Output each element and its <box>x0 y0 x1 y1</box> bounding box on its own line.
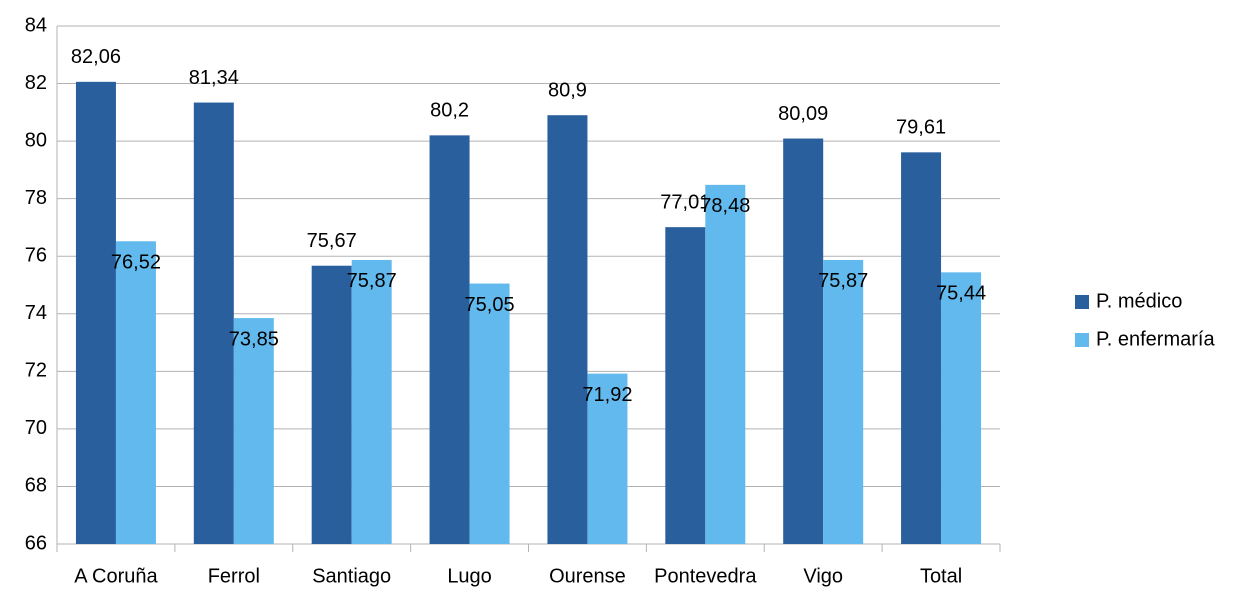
bar <box>469 283 510 544</box>
y-tick-label: 80 <box>25 129 47 151</box>
y-tick-label: 72 <box>25 360 47 382</box>
legend-swatch <box>1075 295 1089 309</box>
value-label: 75,87 <box>818 270 868 292</box>
x-tick-label: Santiago <box>312 565 391 587</box>
y-tick-label: 68 <box>25 475 47 497</box>
bar <box>783 138 824 544</box>
value-label: 76,52 <box>111 252 161 274</box>
y-tick-label: 78 <box>25 187 47 209</box>
value-label: 75,44 <box>936 283 986 305</box>
x-tick-label: Lugo <box>447 565 492 587</box>
legend-label: P. enfermaría <box>1096 328 1215 350</box>
bar <box>705 184 746 544</box>
bar <box>941 272 982 544</box>
bar <box>351 259 392 544</box>
value-label: 73,85 <box>229 328 279 350</box>
bar <box>193 102 234 544</box>
x-tick-label: Total <box>920 565 962 587</box>
x-tick-label: Vigo <box>803 565 843 587</box>
bar <box>823 259 864 544</box>
x-tick-label: Pontevedra <box>654 565 757 587</box>
y-tick-label: 76 <box>25 245 47 267</box>
value-label: 75,67 <box>307 230 357 252</box>
value-label: 78,48 <box>700 195 750 217</box>
legend-swatch <box>1075 333 1089 347</box>
y-tick-label: 82 <box>25 72 47 94</box>
value-label: 80,2 <box>430 100 469 122</box>
x-tick-label: Ourense <box>549 565 626 587</box>
bar <box>587 373 628 544</box>
bar <box>429 135 470 544</box>
bar <box>547 115 588 544</box>
y-tick-label: 74 <box>25 302 47 324</box>
y-tick-label: 70 <box>25 417 47 439</box>
bar <box>115 241 156 544</box>
value-label: 75,05 <box>465 294 515 316</box>
bar <box>233 318 274 544</box>
value-label: 79,61 <box>896 117 946 139</box>
bar <box>665 227 706 544</box>
value-label: 80,9 <box>548 79 587 101</box>
value-label: 77,01 <box>660 191 710 213</box>
value-label: 81,34 <box>189 67 239 89</box>
value-label: 82,06 <box>71 46 121 68</box>
bar <box>75 81 116 544</box>
y-tick-label: 84 <box>25 14 47 36</box>
x-tick-label: Ferrol <box>208 565 260 587</box>
value-label: 80,09 <box>778 103 828 125</box>
legend-label: P. médico <box>1096 290 1182 312</box>
y-tick-label: 66 <box>25 532 47 554</box>
value-label: 71,92 <box>582 384 632 406</box>
x-tick-label: A Coruña <box>74 565 158 587</box>
bar <box>901 152 942 544</box>
bar <box>311 265 352 544</box>
value-label: 75,87 <box>347 270 397 292</box>
